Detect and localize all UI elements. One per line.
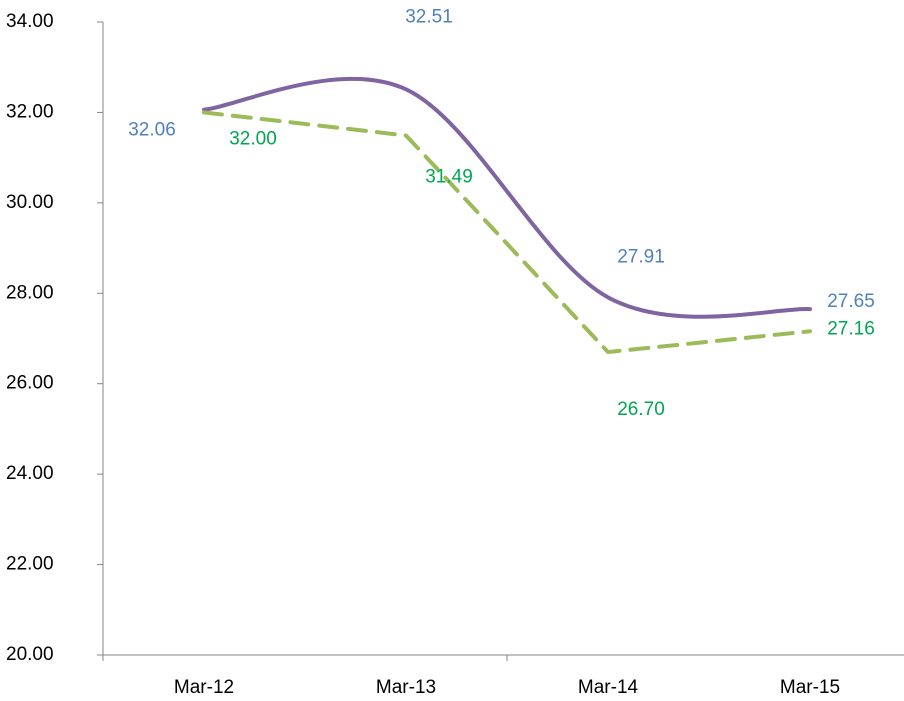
y-tick-label: 34.00 (6, 11, 54, 32)
x-tick-label: Mar-13 (376, 677, 436, 698)
y-tick-label: 28.00 (6, 282, 54, 303)
data-label: 27.16 (827, 318, 875, 339)
series-line (202, 110, 812, 355)
data-label: 32.06 (128, 120, 176, 141)
x-tick-label: Mar-14 (578, 677, 639, 698)
x-tick-label: Mar-15 (780, 677, 840, 698)
y-tick-label: 32.00 (6, 101, 54, 122)
data-label: 26.70 (617, 399, 665, 420)
data-label: 32.51 (405, 6, 453, 27)
data-label: 31.49 (425, 167, 473, 188)
x-tick-label: Mar-12 (174, 677, 234, 698)
y-tick-label: 22.00 (6, 554, 54, 575)
data-label: 27.65 (827, 291, 875, 312)
data-label: 27.91 (617, 246, 665, 267)
series-line (202, 76, 812, 319)
y-tick-label: 20.00 (6, 644, 54, 665)
y-tick-label: 24.00 (6, 463, 54, 484)
y-tick-label: 26.00 (6, 373, 54, 394)
y-tick-label: 30.00 (6, 192, 54, 213)
data-label: 32.00 (229, 128, 277, 149)
